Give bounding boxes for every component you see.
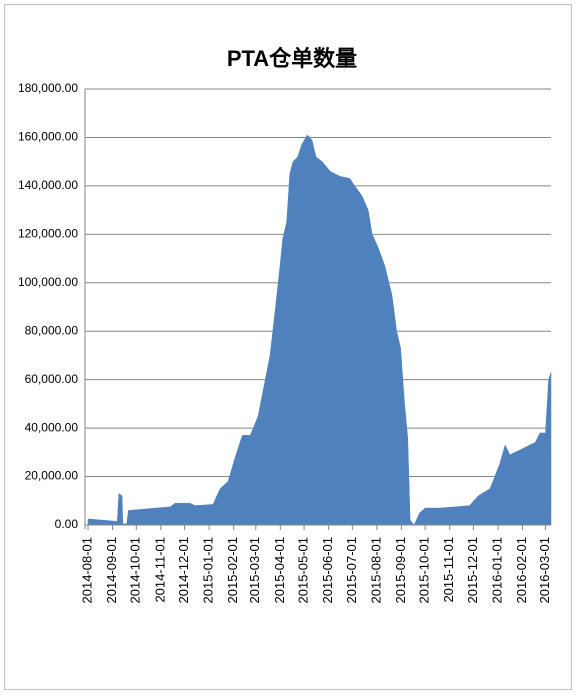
- x-tick-label: 2015-06-01: [320, 537, 335, 604]
- x-tick-label: 2015-11-01: [441, 537, 456, 603]
- x-tick-label: 2016-01-01: [489, 537, 504, 604]
- y-tick-label: 80,000.00: [25, 323, 79, 337]
- y-tick-label: 140,000.00: [18, 178, 78, 192]
- x-tick-label: 2014-11-01: [152, 537, 167, 603]
- x-tick-label: 2015-03-01: [247, 537, 262, 604]
- y-tick-label: 180,000.00: [18, 81, 78, 95]
- x-tick-label: 2015-09-01: [393, 537, 408, 604]
- y-tick-label: 100,000.00: [18, 275, 78, 289]
- y-tick-label: 160,000.00: [18, 130, 78, 144]
- x-tick-label: 2014-08-01: [79, 537, 94, 604]
- x-tick-label: 2015-10-01: [417, 537, 432, 604]
- area: [87, 134, 552, 526]
- x-tick-label: 2015-07-01: [344, 537, 359, 604]
- x-tick-label: 2014-10-01: [128, 537, 143, 604]
- x-tick-label: 2015-01-01: [201, 537, 216, 604]
- x-tick-label: 2014-12-01: [176, 537, 191, 604]
- y-tick-label: 40,000.00: [25, 420, 79, 434]
- chart-title: PTA仓单数量: [227, 46, 357, 71]
- x-tick-label: 2016-02-01: [514, 537, 529, 604]
- y-tick-label: 20,000.00: [25, 469, 79, 483]
- y-tick-label: 60,000.00: [25, 372, 79, 386]
- y-tick-label: 0.00: [55, 517, 79, 531]
- x-tick-label: 2015-05-01: [296, 537, 311, 604]
- x-tick-label: 2014-09-01: [104, 537, 119, 604]
- x-tick-label: 2016-03-01: [537, 537, 552, 604]
- x-tick-label: 2015-02-01: [225, 537, 240, 604]
- x-tick-label: 2015-12-01: [465, 537, 480, 604]
- x-tick-label: 2015-08-01: [368, 537, 383, 604]
- x-tick-label: 2015-04-01: [272, 537, 287, 604]
- y-tick-label: 120,000.00: [18, 227, 78, 241]
